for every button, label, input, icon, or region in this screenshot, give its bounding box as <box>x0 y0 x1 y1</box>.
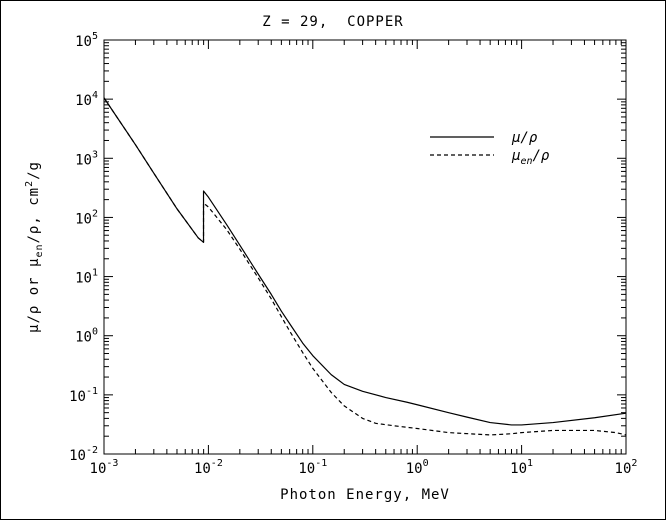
series-lines <box>103 97 627 436</box>
x-tick-label-5: 102 <box>615 458 638 477</box>
legend: μ/ρ μen/ρ <box>430 130 550 167</box>
legend-mu: μ <box>511 148 520 164</box>
legend-label-mu-rho: μ/ρ <box>511 130 538 146</box>
series-line-mu-en-rho <box>103 97 627 436</box>
y-tick-label-5: 103 <box>75 149 98 168</box>
y-label-sup-2: 2 <box>24 180 35 187</box>
y-tick-label-3: 101 <box>75 268 98 287</box>
y-tick-label-6: 104 <box>75 90 98 109</box>
x-tick-label-4: 101 <box>510 458 533 477</box>
chart-title: Z = 29, COPPER <box>262 14 403 30</box>
y-label-part-3: /g <box>26 161 42 180</box>
y-tick-label-1: 10-1 <box>69 386 98 405</box>
y-tick-label-2: 100 <box>75 327 98 346</box>
x-axis-label: Photon Energy, MeV <box>280 487 450 503</box>
x-tick-label-0: 10-3 <box>90 458 119 477</box>
y-axis-label: μ/ρ or μen/ρ, cm2/g <box>24 161 45 333</box>
y-label-sub-en: en <box>34 243 45 257</box>
y-tick-label-0: 10-2 <box>69 445 98 464</box>
legend-label-mu-en-rho: μen/ρ <box>511 148 550 167</box>
tick-labels: 10-3 10-2 10-1 100 101 10210-210-110010110210… <box>69 31 637 477</box>
x-tick-label-3: 100 <box>406 458 429 477</box>
legend-sub-en: en <box>520 156 532 167</box>
legend-rho: /ρ <box>532 148 549 164</box>
y-tick-label-4: 102 <box>75 208 98 227</box>
x-tick-label-2: 10-1 <box>298 458 327 477</box>
x-tick-label-1: 10-2 <box>194 458 223 477</box>
series-line-mu-rho <box>103 97 627 426</box>
y-label-part-1: μ/ρ or μ <box>26 258 42 333</box>
plot-area <box>103 39 627 455</box>
y-tick-label-7: 105 <box>75 31 98 50</box>
axis-ticks <box>103 39 627 455</box>
legend-label-mu-rho-text: μ/ρ <box>511 130 538 146</box>
y-label-part-2: /ρ, cm <box>26 187 42 244</box>
